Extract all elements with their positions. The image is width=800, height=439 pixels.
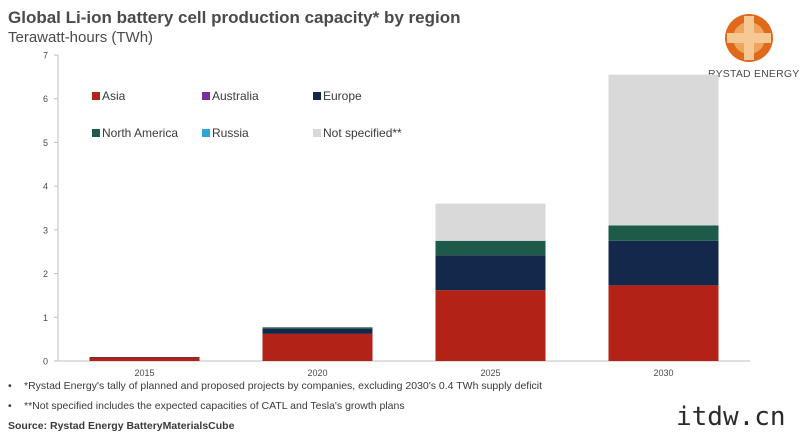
- source-note: Source: Rystad Energy BatteryMaterialsCu…: [8, 420, 235, 432]
- bar-segment: [608, 240, 719, 286]
- y-tick-label: 7: [43, 51, 48, 61]
- legend-label: Not specified**: [323, 126, 402, 140]
- bar-segment: [262, 328, 373, 334]
- legend-swatch: [202, 129, 210, 137]
- logo-text: RYSTAD ENERGY: [708, 68, 800, 80]
- bar-segment: [435, 255, 546, 291]
- legend-label: Asia: [102, 89, 126, 103]
- bar-segment: [608, 285, 719, 361]
- legend-swatch: [202, 92, 210, 100]
- legend-swatch: [92, 129, 100, 137]
- y-tick-label: 4: [43, 182, 48, 192]
- x-tick-label: 2015: [134, 368, 154, 378]
- bar-segment: [435, 203, 546, 241]
- y-tick-label: 0: [43, 357, 48, 367]
- y-tick-label: 6: [43, 94, 48, 104]
- bar-segment: [435, 290, 546, 361]
- bar-segment: [435, 240, 546, 256]
- bar-segment: [262, 333, 373, 361]
- y-tick-label: 5: [43, 138, 48, 148]
- legend-label: North America: [102, 126, 178, 140]
- rystad-logo-icon: [725, 14, 773, 62]
- legend-swatch: [313, 129, 321, 137]
- footnote-2: • **Not specified includes the expected c…: [8, 400, 405, 412]
- legend-label: Australia: [212, 89, 259, 103]
- legend-label: Europe: [323, 89, 362, 103]
- chart-title: Global Li-ion battery cell production ca…: [8, 8, 461, 27]
- legend-swatch: [92, 92, 100, 100]
- bar-segment: [89, 357, 200, 361]
- watermark: itdw.cn: [676, 402, 786, 432]
- footnote-1: • *Rystad Energy's tally of planned and p…: [8, 380, 542, 392]
- legend-swatch: [313, 92, 321, 100]
- y-tick-label: 2: [43, 269, 48, 279]
- footnote-bullet: •: [8, 400, 12, 412]
- footnote-bullet: •: [8, 380, 12, 392]
- bar-segment: [608, 225, 719, 241]
- y-tick-label: 3: [43, 225, 48, 235]
- y-tick-label: 1: [43, 313, 48, 323]
- footnote-text: **Not specified includes the expected ca…: [24, 400, 405, 412]
- legend-label: Russia: [212, 126, 249, 140]
- x-tick-label: 2030: [653, 368, 673, 378]
- chart-subtitle: Terawatt-hours (TWh): [8, 29, 154, 46]
- x-tick-label: 2020: [307, 368, 327, 378]
- footnote-text: *Rystad Energy's tally of planned and pr…: [24, 380, 543, 392]
- bar-segment: [262, 327, 373, 329]
- bar-segment: [608, 74, 719, 226]
- x-tick-label: 2025: [480, 368, 500, 378]
